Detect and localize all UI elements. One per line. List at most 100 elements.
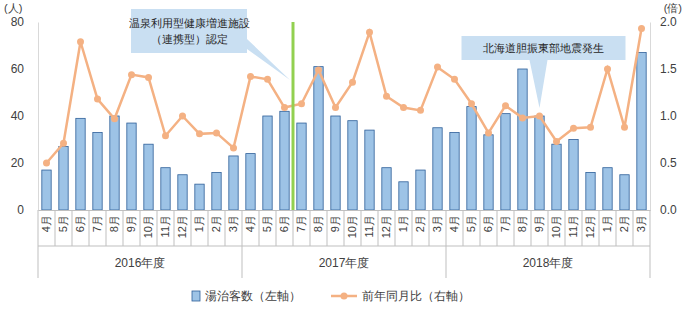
y-axis-line xyxy=(38,23,39,211)
marker xyxy=(519,114,526,121)
marker xyxy=(230,144,237,151)
x-tick: 9月 xyxy=(125,210,137,232)
marker xyxy=(298,100,305,107)
legend-item: 湯治客数（左軸） xyxy=(192,289,301,303)
annotation-text: （連携型）認定 xyxy=(151,33,228,45)
marker xyxy=(638,25,645,32)
category-separator xyxy=(429,210,430,246)
marker xyxy=(485,129,492,136)
marker xyxy=(264,76,271,83)
marker xyxy=(621,124,628,131)
x-tick: 7月 xyxy=(499,210,511,232)
y-axis: 020406080 xyxy=(11,15,39,217)
marker xyxy=(60,140,67,147)
bar xyxy=(535,116,544,210)
group-label: 2018年度 xyxy=(523,256,574,270)
x-tick-label: 8月 xyxy=(516,215,528,232)
x-tick-label: 4月 xyxy=(40,215,52,232)
y2-tick: 1.0 xyxy=(650,109,677,123)
marker xyxy=(349,79,356,86)
bar xyxy=(195,184,204,210)
bar xyxy=(161,168,170,210)
y2-tick: 0.5 xyxy=(650,156,677,170)
marker xyxy=(570,125,577,132)
marker xyxy=(604,66,611,73)
bar xyxy=(518,69,527,210)
x-tick: 2月 xyxy=(210,210,222,232)
x-tick: 1月 xyxy=(193,210,205,232)
x-tick: 5月 xyxy=(261,210,273,232)
category-separator xyxy=(157,210,158,246)
legend-label: 湯治客数（左軸） xyxy=(205,289,301,303)
category-separator xyxy=(106,210,107,246)
x-tick-label: 5月 xyxy=(261,215,273,232)
legend: 湯治客数（左軸） 前年同月比（右軸） xyxy=(192,289,470,303)
x-tick-label: 9月 xyxy=(329,215,341,232)
legend-item: 前年同月比（右軸） xyxy=(331,289,470,303)
marker xyxy=(77,38,84,45)
x-tick: 3月 xyxy=(227,210,239,232)
bar xyxy=(569,140,578,211)
x-tick: 6月 xyxy=(482,210,494,232)
marker xyxy=(247,73,254,80)
category-separator xyxy=(208,210,209,246)
marker xyxy=(536,113,543,120)
bar xyxy=(331,116,340,210)
y-tick-label: 40 xyxy=(11,109,25,123)
bar xyxy=(178,175,187,210)
x-tick-label: 11月 xyxy=(159,215,171,237)
x-tick-label: 4月 xyxy=(244,215,256,232)
category-separator xyxy=(599,210,600,246)
bar xyxy=(450,132,459,210)
category-separator xyxy=(123,210,124,246)
bar xyxy=(501,114,510,210)
y-tick: 40 xyxy=(11,109,38,123)
annotations: 温泉利用型健康増進施設（連携型）認定北海道胆振東部地震発生 xyxy=(129,9,626,210)
x-tick-label: 12月 xyxy=(176,215,188,238)
x-tick: 6月 xyxy=(278,210,290,232)
marker xyxy=(587,124,594,131)
x-tick: 4月 xyxy=(244,210,256,232)
marker xyxy=(502,102,509,109)
x-tick-label: 11月 xyxy=(363,215,375,237)
bar xyxy=(280,111,289,210)
x-tick: 6月 xyxy=(74,210,86,232)
x-tick: 3月 xyxy=(635,210,647,232)
category-separator xyxy=(514,210,515,246)
y-unit: (人) xyxy=(4,2,22,14)
marker xyxy=(94,96,101,103)
x-tick: 1月 xyxy=(397,210,409,232)
bar xyxy=(552,144,561,210)
bar xyxy=(59,147,68,210)
category-separator xyxy=(565,210,566,246)
x-tick: 4月 xyxy=(40,210,52,232)
y-tick: 0 xyxy=(17,203,38,217)
x-tick: 10月 xyxy=(142,210,154,238)
marker xyxy=(315,66,322,73)
x-tick-label: 9月 xyxy=(533,215,545,232)
x-tick: 11月 xyxy=(159,210,171,237)
x-tick-label: 10月 xyxy=(550,215,562,238)
x-tick: 10月 xyxy=(550,210,562,238)
x-tick: 7月 xyxy=(295,210,307,232)
category-separator xyxy=(497,210,498,246)
bar xyxy=(246,154,255,210)
bar-series xyxy=(42,53,646,210)
marker xyxy=(145,74,152,81)
group-separator xyxy=(446,210,447,278)
bar xyxy=(229,156,238,210)
bar xyxy=(603,168,612,210)
x-tick-label: 6月 xyxy=(482,215,494,232)
y-tick-label: 0 xyxy=(17,203,24,217)
category-separator xyxy=(293,210,294,246)
x-tick-label: 3月 xyxy=(227,215,239,232)
x-tick-label: 12月 xyxy=(380,215,392,238)
y2-axis-line xyxy=(650,23,651,211)
y-tick-label: 20 xyxy=(11,156,25,170)
category-separator xyxy=(378,210,379,246)
group-divider xyxy=(38,246,650,247)
x-tick-label: 12月 xyxy=(584,215,596,238)
x-tick: 12月 xyxy=(176,210,188,238)
marker xyxy=(468,100,475,107)
bar xyxy=(416,170,425,210)
